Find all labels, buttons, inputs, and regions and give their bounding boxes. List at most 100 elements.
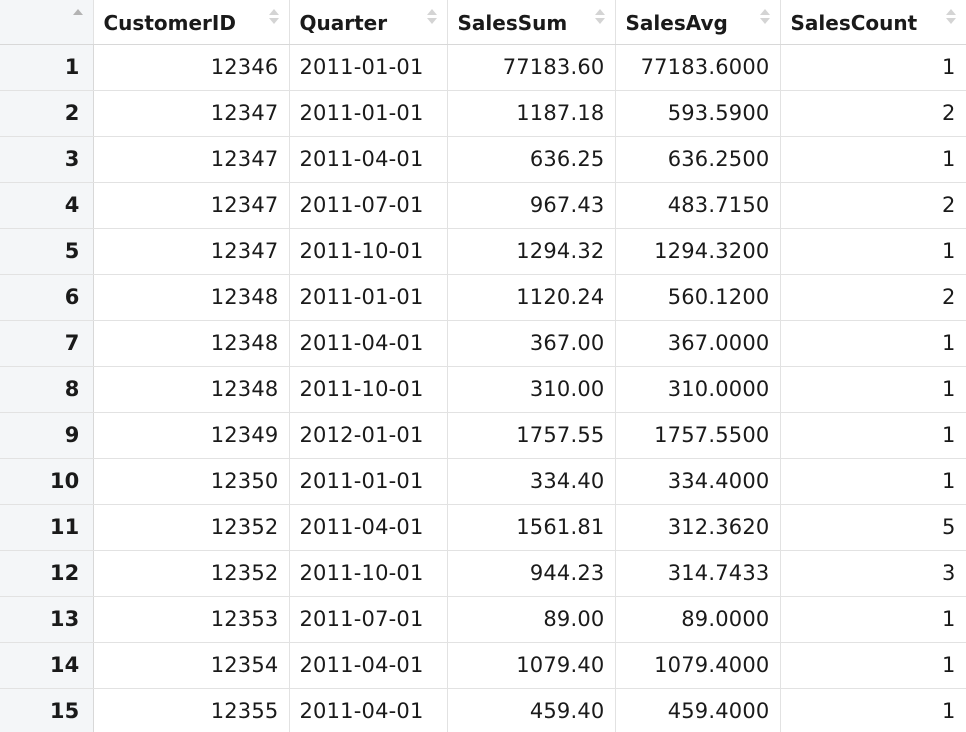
sales-count-cell: 2 (780, 182, 966, 229)
sort-icon[interactable] (759, 9, 770, 27)
sales-sum-cell: 636.25 (447, 136, 616, 183)
sales-sum-cell: 1187.18 (447, 90, 616, 137)
sales-count-cell: 3 (780, 550, 966, 597)
quarter-cell: 2011-10-01 (289, 550, 448, 597)
sales-avg-cell: 483.7150 (615, 182, 781, 229)
row-number-cell: 4 (0, 182, 94, 229)
sales-sum-cell: 1757.55 (447, 412, 616, 459)
sales-count-cell: 1 (780, 642, 966, 689)
sort-icon[interactable] (426, 9, 437, 27)
sales-count-cell: 1 (780, 136, 966, 183)
table-row[interactable]: 10 12350 2011-01-01 334.40 334.4000 1 (0, 458, 966, 505)
column-header-customerid[interactable]: CustomerID (93, 0, 290, 45)
quarter-cell: 2011-07-01 (289, 596, 448, 643)
table-row[interactable]: 8 12348 2011-10-01 310.00 310.0000 1 (0, 366, 966, 413)
quarter-cell: 2011-04-01 (289, 688, 448, 732)
sales-count-cell: 1 (780, 366, 966, 413)
table-row[interactable]: 7 12348 2011-04-01 367.00 367.0000 1 (0, 320, 966, 367)
sales-avg-cell: 636.2500 (615, 136, 781, 183)
customer-id-cell: 12355 (93, 688, 290, 732)
customer-id-cell: 12349 (93, 412, 290, 459)
row-number-cell: 11 (0, 504, 94, 551)
table-row[interactable]: 6 12348 2011-01-01 1120.24 560.1200 2 (0, 274, 966, 321)
sales-sum-cell: 367.00 (447, 320, 616, 367)
sales-avg-cell: 593.5900 (615, 90, 781, 137)
row-number-cell: 1 (0, 44, 94, 91)
sort-asc-icon[interactable] (72, 9, 83, 27)
sales-count-cell: 1 (780, 688, 966, 732)
table-row[interactable]: 13 12353 2011-07-01 89.00 89.0000 1 (0, 596, 966, 643)
sales-count-cell: 1 (780, 412, 966, 459)
sales-sum-cell: 334.40 (447, 458, 616, 505)
table-row[interactable]: 2 12347 2011-01-01 1187.18 593.5900 2 (0, 90, 966, 137)
sales-count-cell: 2 (780, 90, 966, 137)
sales-sum-cell: 310.00 (447, 366, 616, 413)
row-number-cell: 9 (0, 412, 94, 459)
quarter-cell: 2011-01-01 (289, 44, 448, 91)
quarter-cell: 2011-01-01 (289, 90, 448, 137)
customer-id-cell: 12350 (93, 458, 290, 505)
table-body: 1 12346 2011-01-01 77183.60 77183.6000 1… (0, 44, 966, 732)
customer-id-cell: 12353 (93, 596, 290, 643)
customer-id-cell: 12347 (93, 136, 290, 183)
table-row[interactable]: 1 12346 2011-01-01 77183.60 77183.6000 1 (0, 44, 966, 91)
customer-id-cell: 12348 (93, 320, 290, 367)
row-number-cell: 8 (0, 366, 94, 413)
sales-sum-cell: 1079.40 (447, 642, 616, 689)
column-header-label: SalesAvg (625, 10, 728, 35)
quarter-cell: 2011-10-01 (289, 366, 448, 413)
quarter-cell: 2011-10-01 (289, 228, 448, 275)
sales-count-cell: 1 (780, 320, 966, 367)
table-row[interactable]: 15 12355 2011-04-01 459.40 459.4000 1 (0, 688, 966, 732)
table-row[interactable]: 14 12354 2011-04-01 1079.40 1079.4000 1 (0, 642, 966, 689)
row-number-cell: 2 (0, 90, 94, 137)
column-header-label: SalesSum (457, 10, 568, 35)
row-number-cell: 7 (0, 320, 94, 367)
column-header-salesavg[interactable]: SalesAvg (615, 0, 781, 45)
sales-sum-cell: 944.23 (447, 550, 616, 597)
customer-id-cell: 12347 (93, 90, 290, 137)
sales-avg-cell: 312.3620 (615, 504, 781, 551)
quarter-cell: 2011-04-01 (289, 136, 448, 183)
row-number-cell: 6 (0, 274, 94, 321)
table-row[interactable]: 3 12347 2011-04-01 636.25 636.2500 1 (0, 136, 966, 183)
sales-count-cell: 1 (780, 458, 966, 505)
column-header-label: Quarter (299, 10, 388, 35)
customer-id-cell: 12347 (93, 182, 290, 229)
quarter-cell: 2011-01-01 (289, 458, 448, 505)
sales-avg-cell: 1294.3200 (615, 228, 781, 275)
sort-icon[interactable] (945, 9, 956, 27)
row-number-cell: 12 (0, 550, 94, 597)
sales-avg-cell: 367.0000 (615, 320, 781, 367)
sales-sum-cell: 77183.60 (447, 44, 616, 91)
customer-id-cell: 12347 (93, 228, 290, 275)
sales-count-cell: 1 (780, 596, 966, 643)
column-header-salessum[interactable]: SalesSum (447, 0, 616, 45)
sales-avg-cell: 1757.5500 (615, 412, 781, 459)
table-row[interactable]: 4 12347 2011-07-01 967.43 483.7150 2 (0, 182, 966, 229)
column-header-salescount[interactable]: SalesCount (780, 0, 966, 45)
sales-avg-cell: 89.0000 (615, 596, 781, 643)
table-row[interactable]: 11 12352 2011-04-01 1561.81 312.3620 5 (0, 504, 966, 551)
table-row[interactable]: 9 12349 2012-01-01 1757.55 1757.5500 1 (0, 412, 966, 459)
row-number-cell: 13 (0, 596, 94, 643)
quarter-cell: 2011-04-01 (289, 504, 448, 551)
column-header-quarter[interactable]: Quarter (289, 0, 448, 45)
sort-icon[interactable] (594, 9, 605, 27)
sales-avg-cell: 314.7433 (615, 550, 781, 597)
row-number-cell: 5 (0, 228, 94, 275)
row-number-header[interactable] (0, 0, 94, 45)
header-row: CustomerID Quarter SalesSum SalesAvg Sal… (0, 0, 966, 45)
quarter-cell: 2011-04-01 (289, 642, 448, 689)
sales-avg-cell: 334.4000 (615, 458, 781, 505)
sales-avg-cell: 310.0000 (615, 366, 781, 413)
sort-icon[interactable] (268, 9, 279, 27)
row-number-cell: 10 (0, 458, 94, 505)
customer-id-cell: 12352 (93, 504, 290, 551)
table-row[interactable]: 12 12352 2011-10-01 944.23 314.7433 3 (0, 550, 966, 597)
table-row[interactable]: 5 12347 2011-10-01 1294.32 1294.3200 1 (0, 228, 966, 275)
customer-id-cell: 12354 (93, 642, 290, 689)
customer-id-cell: 12348 (93, 274, 290, 321)
